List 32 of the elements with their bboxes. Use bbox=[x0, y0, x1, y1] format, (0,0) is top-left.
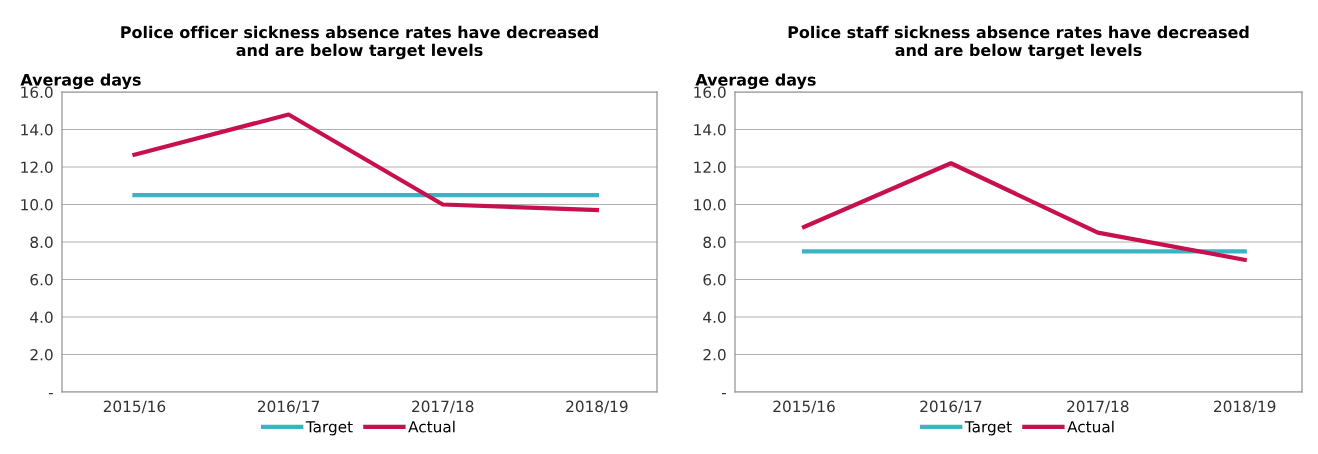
legend-label: Actual bbox=[408, 420, 455, 433]
y-tick-label: 2.0 bbox=[703, 348, 726, 361]
line-series bbox=[132, 112, 599, 213]
y-tick-label: 12.0 bbox=[694, 161, 726, 174]
x-tick-label: 2015/16 bbox=[773, 400, 835, 414]
legend-label: Target bbox=[964, 421, 1012, 436]
y-tick-label: 2.0 bbox=[30, 348, 53, 361]
y-tick-label: 6.0 bbox=[703, 273, 726, 286]
legend-label: Target bbox=[305, 421, 353, 436]
line-series bbox=[801, 161, 1247, 262]
y-tick-label: 4.0 bbox=[30, 311, 53, 324]
x-tick-label: 2015/16 bbox=[103, 400, 166, 414]
y-tick-label: 8.0 bbox=[30, 236, 53, 249]
x-tick-label: 2016/17 bbox=[920, 400, 982, 414]
x-tick-label: 2016/17 bbox=[257, 400, 320, 414]
y-tick-label: 8.0 bbox=[703, 236, 726, 249]
y-tick-label: 14.0 bbox=[21, 123, 53, 136]
y-tick-label: - bbox=[721, 393, 726, 395]
x-tick-label: 2018/19 bbox=[1214, 400, 1276, 414]
chart-title: Police officer sickness absence rates have decreased and are below target levels bbox=[121, 25, 598, 60]
y-tick-label: 6.0 bbox=[30, 273, 53, 286]
x-tick-label: 2018/19 bbox=[566, 400, 628, 414]
y-tick-label: 10.0 bbox=[694, 198, 726, 211]
y-tick-label: 14.0 bbox=[694, 123, 726, 136]
y-tick-label: 12.0 bbox=[21, 161, 53, 174]
legend-label: Actual bbox=[1067, 420, 1114, 433]
x-tick-label: 2017/18 bbox=[1067, 400, 1129, 414]
y-tick-label: - bbox=[48, 393, 53, 395]
y-tick-label: 10.0 bbox=[21, 198, 53, 211]
y-tick-label: 4.0 bbox=[703, 311, 726, 324]
x-tick-label: 2017/18 bbox=[412, 400, 474, 414]
chart-title: Police staff sickness absence rates have decreased and are below target levels bbox=[788, 25, 1249, 60]
